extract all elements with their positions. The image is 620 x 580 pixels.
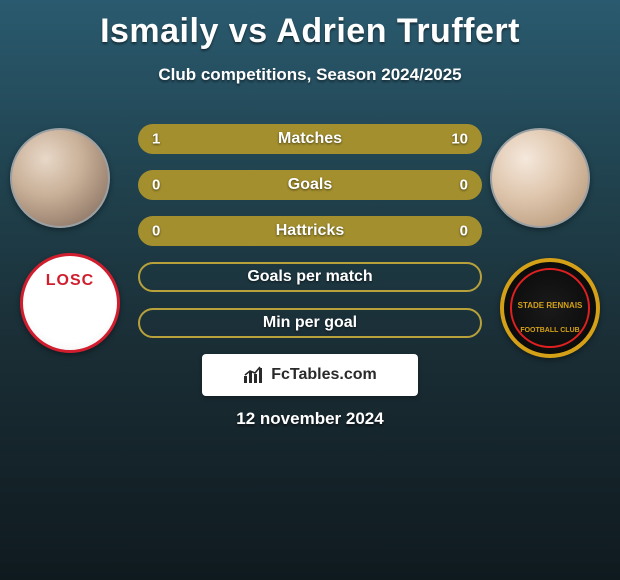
stat-right-value: 10 <box>451 131 468 148</box>
player-right-avatar <box>490 128 590 228</box>
stat-label: Min per goal <box>263 314 357 332</box>
stat-row-min-per-goal: Min per goal <box>138 308 482 338</box>
player-left-avatar <box>10 128 110 228</box>
club-left-badge: LOSC <box>20 253 120 353</box>
stat-row-goals: 0 Goals 0 <box>138 170 482 200</box>
stat-label: Matches <box>278 130 342 148</box>
comparison-card: Ismaily vs Adrien Truffert Club competit… <box>0 0 620 580</box>
stat-left-value: 0 <box>152 177 160 194</box>
club-left-text: LOSC <box>46 272 94 290</box>
stat-label: Hattricks <box>276 222 344 240</box>
watermark-text: FcTables.com <box>271 366 377 384</box>
stat-row-matches: 1 Matches 10 <box>138 124 482 154</box>
date-text: 12 november 2024 <box>0 409 620 429</box>
stat-left-value: 0 <box>152 223 160 240</box>
stat-right-value: 0 <box>460 177 468 194</box>
club-right-text-bottom: FOOTBALL CLUB <box>520 327 579 334</box>
chart-icon <box>243 366 265 384</box>
page-title: Ismaily vs Adrien Truffert <box>0 0 620 51</box>
stat-row-hattricks: 0 Hattricks 0 <box>138 216 482 246</box>
stat-right-value: 0 <box>460 223 468 240</box>
subtitle: Club competitions, Season 2024/2025 <box>0 65 620 85</box>
club-right-ring <box>510 268 590 348</box>
stat-label: Goals per match <box>247 268 372 286</box>
club-right-badge: STADE RENNAIS FOOTBALL CLUB <box>500 258 600 358</box>
stat-row-goals-per-match: Goals per match <box>138 262 482 292</box>
stat-label: Goals <box>288 176 332 194</box>
stat-left-value: 1 <box>152 131 160 148</box>
watermark: FcTables.com <box>202 354 418 396</box>
stats-container: 1 Matches 10 0 Goals 0 0 Hattricks 0 Goa… <box>138 124 482 354</box>
